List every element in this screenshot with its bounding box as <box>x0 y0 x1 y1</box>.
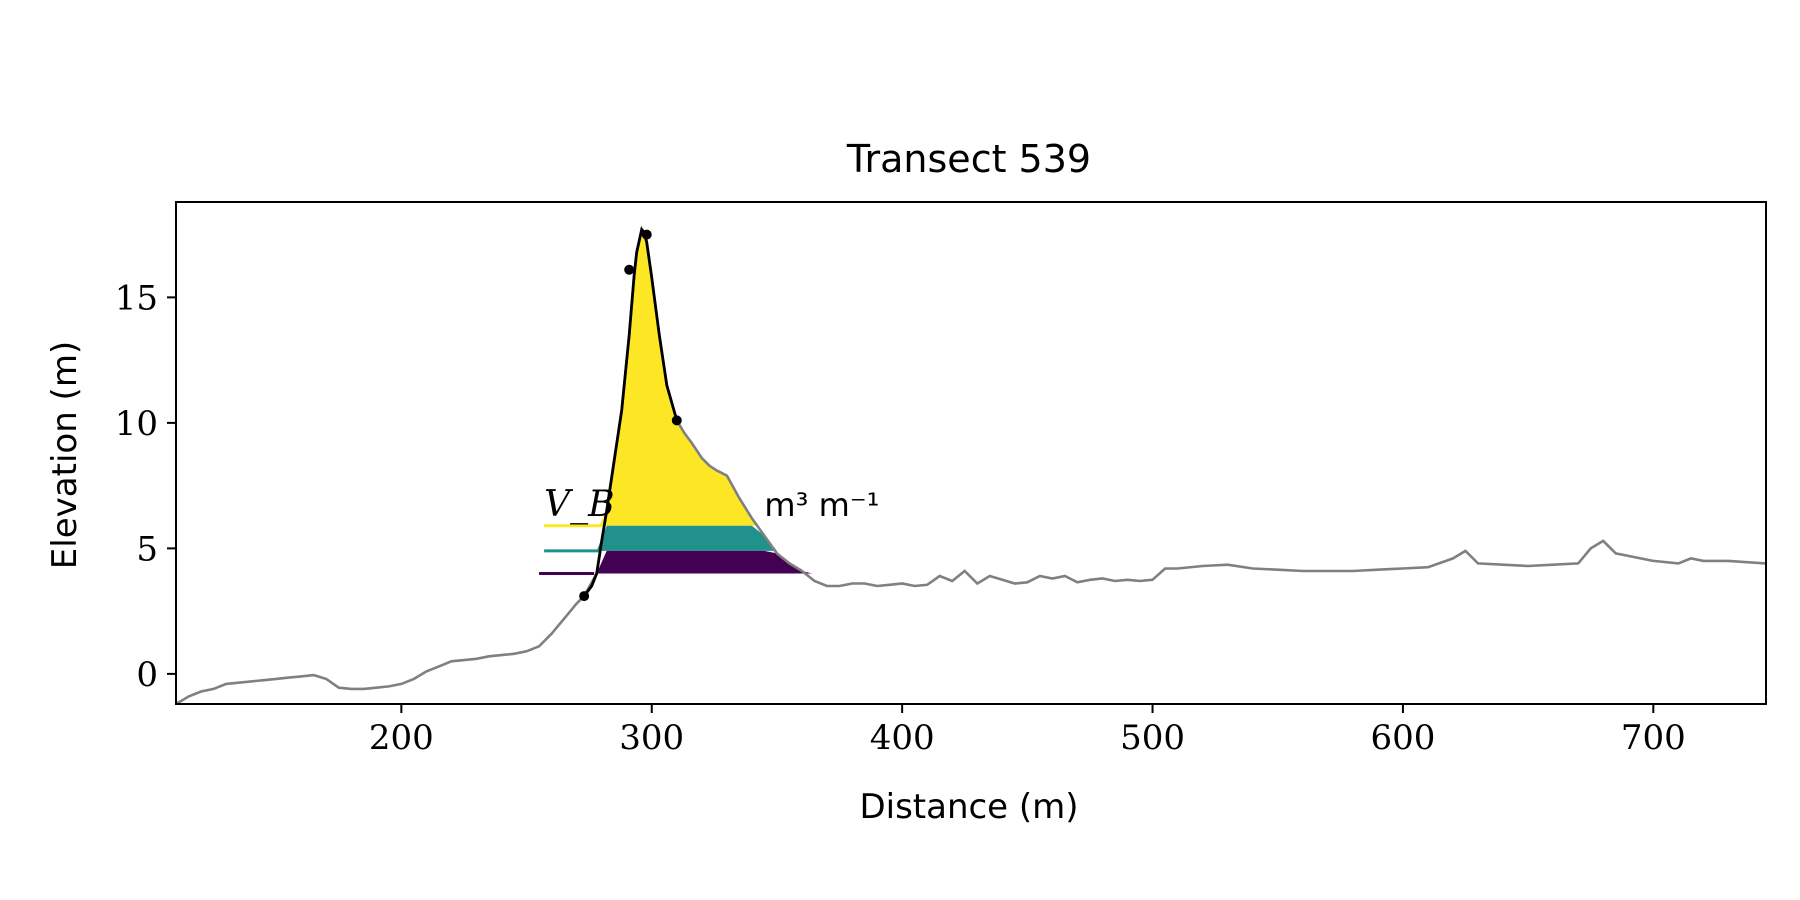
x-tick-label: 200 <box>369 718 434 758</box>
y-tick-label: 10 <box>115 404 158 444</box>
x-tick-label: 300 <box>619 718 684 758</box>
annotation-unit: m³ m⁻¹ <box>764 486 879 524</box>
y-tick-label: 0 <box>136 655 158 695</box>
dune-marker <box>579 591 590 602</box>
y-tick-label: 5 <box>136 529 158 569</box>
y-axis-label: Elevation (m) <box>45 341 85 569</box>
x-tick-label: 700 <box>1621 718 1686 758</box>
dune-marker <box>641 229 652 240</box>
plot-area: V_B m³ m⁻¹ 200 300 400 500 600 700 0 5 10 15 <box>115 201 1767 758</box>
annotation-label: V_B <box>544 484 614 525</box>
x-tick-label: 500 <box>1120 718 1185 758</box>
x-axis-label: Distance (m) <box>859 787 1078 827</box>
chart-title: Transect 539 <box>846 137 1091 181</box>
volume-band-fill_mid <box>596 525 790 551</box>
dune-marker <box>671 415 682 426</box>
dune-outline <box>582 226 679 597</box>
y-tick-label: 15 <box>115 278 158 318</box>
volume-band-fill_low <box>594 550 812 574</box>
axes-frame <box>175 201 1767 705</box>
terrain-line <box>176 225 1766 704</box>
x-tick-label: 600 <box>1370 718 1435 758</box>
volume-band-fill_top <box>599 229 757 526</box>
dune-marker <box>624 264 635 275</box>
x-tick-label: 400 <box>870 718 935 758</box>
